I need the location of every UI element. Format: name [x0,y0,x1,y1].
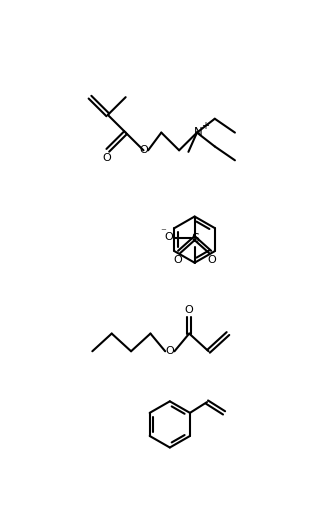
Text: O: O [139,145,148,155]
Text: O: O [165,346,174,356]
Text: ⁻: ⁻ [160,228,166,238]
Text: O: O [207,255,216,265]
Text: +: + [202,121,210,131]
Text: S: S [191,231,199,244]
Text: O: O [185,305,194,315]
Text: O: O [102,153,111,163]
Text: N: N [194,126,203,139]
Text: O: O [165,232,173,242]
Text: O: O [173,255,182,265]
